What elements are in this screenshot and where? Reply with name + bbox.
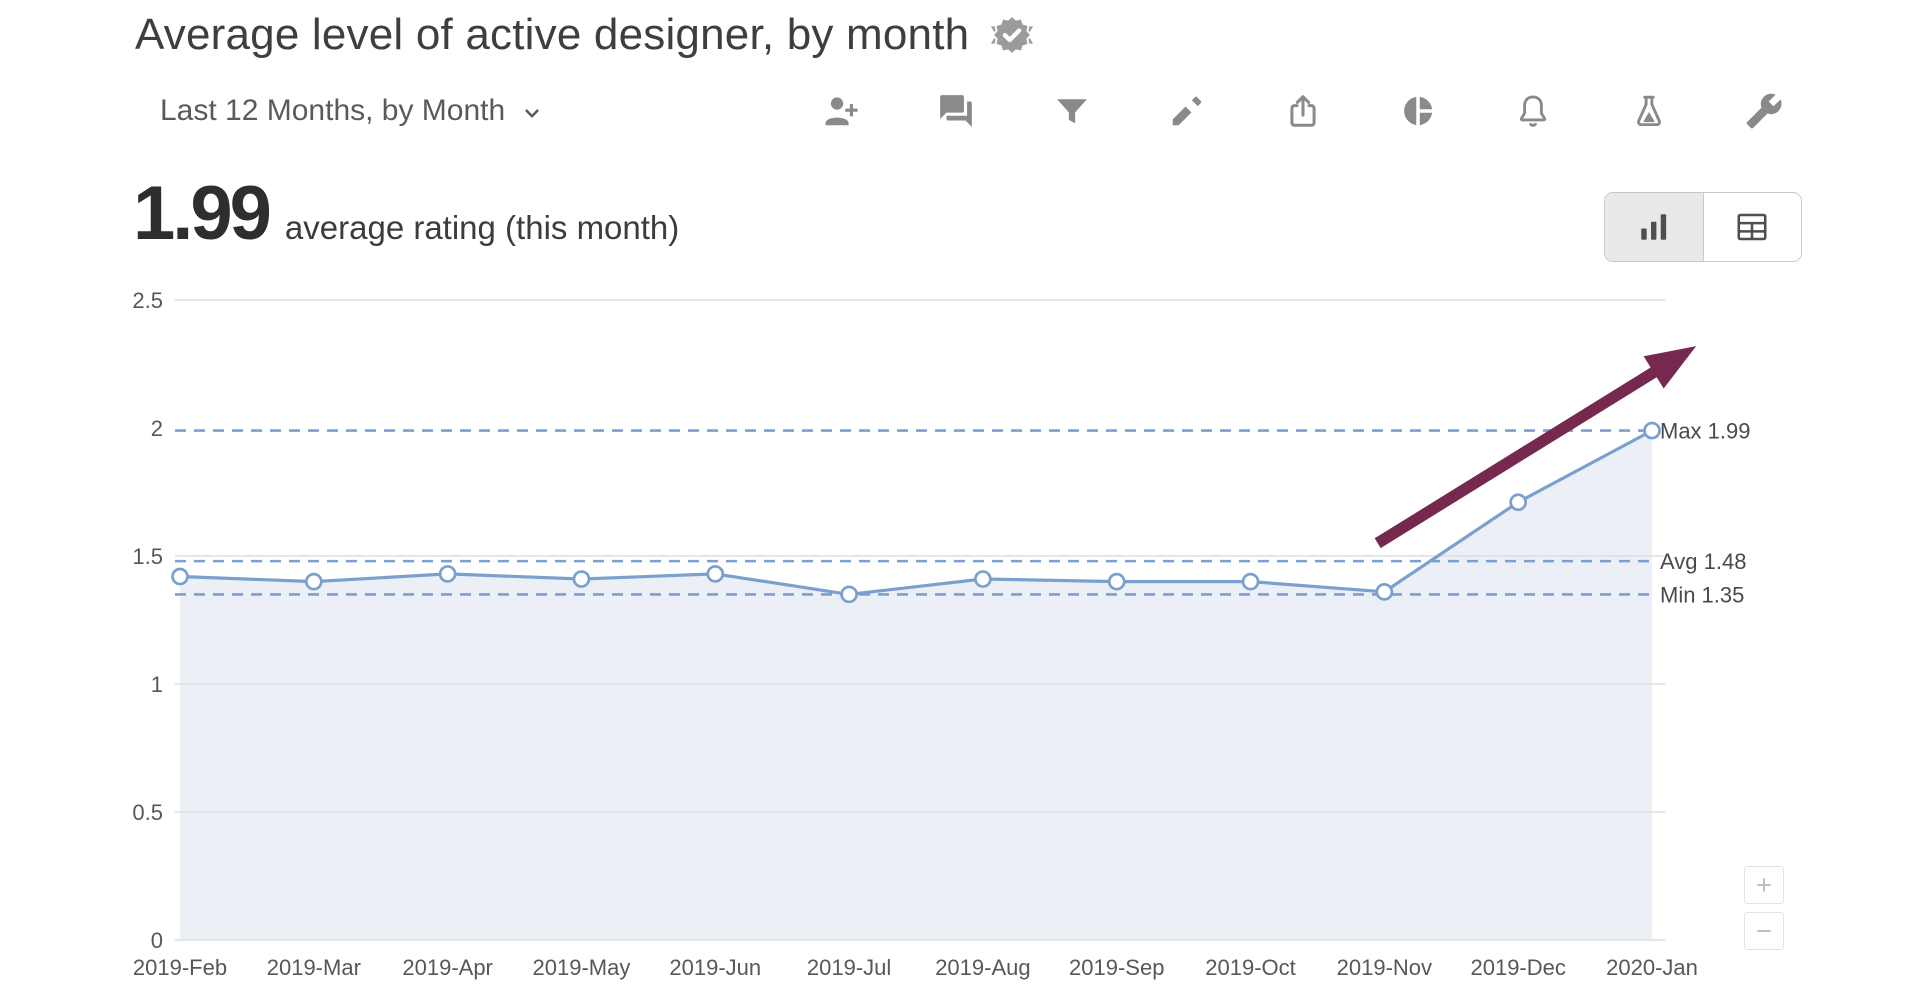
- data-point: [706, 565, 725, 583]
- bar-chart-icon: [1641, 214, 1666, 240]
- edit-pen-button[interactable]: [1166, 90, 1208, 132]
- line-chart-svg: 0 0.5 1 1.5 2 2.5 Max 1.99 Avg 1.48 Min 1.35 2019…: [132, 288, 1751, 980]
- series-line: [178, 429, 1654, 596]
- zoom-out-button[interactable]: −: [1744, 912, 1784, 950]
- kpi: 1.99 average rating (this month): [133, 176, 679, 252]
- line-chart: 0 0.5 1 1.5 2 2.5 Max 1.99 Avg 1.48 Min 1.35 2019…: [0, 280, 1920, 1003]
- data-point: [1643, 421, 1661, 440]
- certified-badge-icon: [991, 14, 1034, 56]
- date-range-dropdown[interactable]: Last 12 Months, by Month: [160, 94, 545, 128]
- data-point: [572, 570, 591, 588]
- comments-button[interactable]: [935, 90, 977, 132]
- reference-label: Avg 1.48: [1660, 549, 1746, 574]
- date-range-label: Last 12 Months, by Month: [160, 94, 506, 127]
- x-tick-label: 2019-Apr: [402, 955, 493, 980]
- kpi-label: average rating (this month): [284, 209, 680, 246]
- x-tick-label: 2019-Mar: [267, 955, 361, 980]
- x-tick-label: 2019-Dec: [1470, 955, 1565, 980]
- experiments-flask-button[interactable]: [1628, 90, 1670, 132]
- trend-arrow-head: [1643, 346, 1697, 389]
- x-tick-label: 2019-Jul: [807, 955, 891, 980]
- trend-arrow-shaft: [1374, 364, 1662, 549]
- widget-header: Average level of active designer, by mon…: [135, 10, 1035, 60]
- add-user-icon: [825, 97, 858, 126]
- settings-wrench-icon: [1746, 93, 1782, 129]
- data-point: [1241, 572, 1260, 591]
- x-tick-label: 2019-Aug: [935, 955, 1030, 980]
- notifications-bell-icon: [1520, 95, 1547, 127]
- settings-wrench-button[interactable]: [1743, 90, 1785, 132]
- kpi-value: 1.99: [133, 171, 272, 256]
- edit-pen-icon: [1172, 96, 1202, 126]
- widget-toolbar: [820, 90, 1785, 132]
- y-tick-label: 1: [151, 672, 163, 697]
- reference-label: Min 1.35: [1660, 582, 1744, 607]
- x-tick-label: 2019-Sep: [1069, 955, 1164, 980]
- pie-chart-icon: [1404, 96, 1432, 126]
- reference-label: Max 1.99: [1660, 419, 1751, 444]
- data-point: [1375, 582, 1394, 601]
- widget-title: Average level of active designer, by mon…: [135, 10, 970, 59]
- data-point: [974, 570, 992, 588]
- notifications-bell-button[interactable]: [1512, 90, 1554, 132]
- table-grid-icon: [1737, 213, 1767, 241]
- filter-button[interactable]: [1051, 90, 1093, 132]
- x-tick-label: 2019-Oct: [1205, 955, 1296, 980]
- filter-icon: [1056, 99, 1087, 124]
- chevron-down-icon: [525, 109, 539, 118]
- data-point: [171, 567, 189, 586]
- share-export-icon: [1289, 95, 1316, 127]
- data-point: [1509, 493, 1528, 512]
- x-tick-label: 2019-Feb: [133, 955, 227, 980]
- y-tick-label: 2.5: [132, 288, 163, 313]
- zoom-in-button[interactable]: +: [1744, 866, 1784, 904]
- y-tick-label: 1.5: [132, 544, 163, 569]
- y-tick-label: 0.5: [132, 800, 163, 825]
- table-view-button[interactable]: [1702, 193, 1801, 261]
- data-point: [1107, 572, 1126, 591]
- x-tick-label: 2019-May: [533, 955, 631, 980]
- pie-chart-button[interactable]: [1397, 90, 1439, 132]
- y-tick-label: 2: [151, 416, 163, 441]
- x-tick-label: 2019-Jun: [669, 955, 761, 980]
- chart-view-button[interactable]: [1605, 193, 1703, 261]
- comments-icon: [940, 95, 973, 127]
- data-point: [438, 565, 457, 583]
- data-point: [304, 572, 323, 591]
- x-tick-label: 2019-Nov: [1337, 955, 1432, 980]
- add-user-button[interactable]: [820, 90, 862, 132]
- x-tick-label: 2020-Jan: [1606, 955, 1698, 980]
- share-export-button[interactable]: [1282, 90, 1324, 132]
- y-tick-label: 0: [151, 928, 163, 953]
- chart-zoom-controls: + −: [1744, 866, 1784, 950]
- experiments-flask-icon: [1636, 95, 1661, 127]
- view-toggle: [1604, 192, 1802, 262]
- data-point: [840, 585, 858, 604]
